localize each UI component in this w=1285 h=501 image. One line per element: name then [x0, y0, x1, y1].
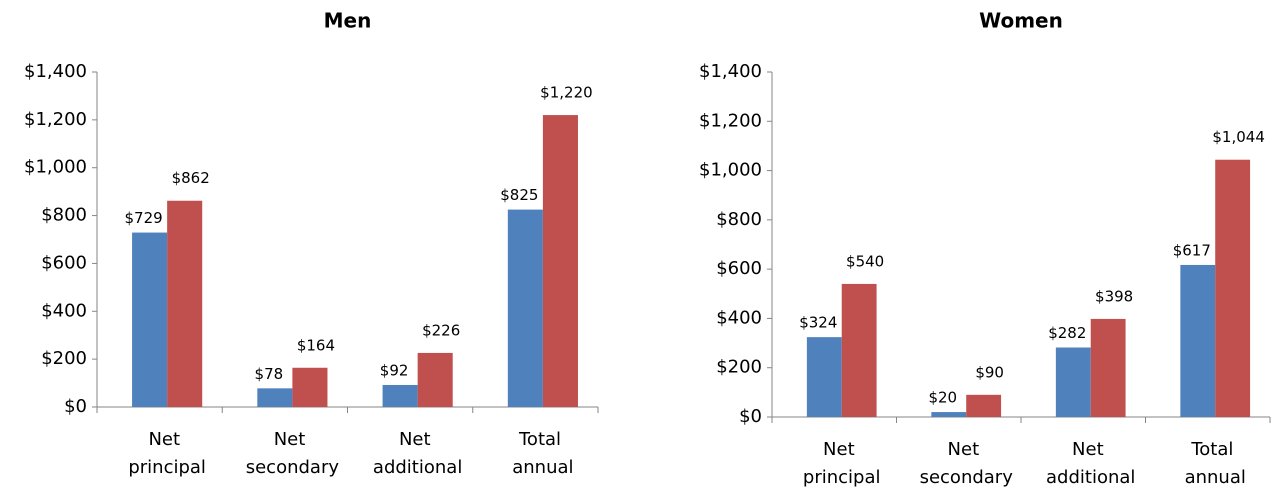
value-label: $862: [172, 169, 210, 187]
x-tick-label: Total annual: [1185, 439, 1246, 488]
y-tick-label: $0: [64, 396, 87, 417]
bar: [1090, 318, 1126, 417]
y-tick-label: $400: [41, 300, 87, 321]
value-label: $1,044: [1212, 128, 1265, 146]
value-label: $825: [500, 186, 538, 204]
y-tick-label: $600: [716, 258, 762, 279]
x-tick-label: Net additional: [1046, 439, 1135, 488]
bar: [382, 384, 418, 407]
bar: [1215, 159, 1251, 417]
bar: [841, 283, 877, 417]
y-tick-label: $1,200: [699, 110, 762, 131]
value-label: $1,220: [540, 84, 593, 102]
y-tick-label: $1,400: [24, 61, 87, 82]
bar: [132, 232, 168, 407]
bar: [806, 337, 842, 417]
value-label: $226: [422, 321, 460, 339]
value-label: $729: [125, 209, 163, 227]
bar: [966, 394, 1002, 417]
x-tick-label: Net secondary: [246, 429, 340, 478]
y-tick-label: $1,000: [699, 160, 762, 181]
value-label: $20: [928, 389, 957, 407]
bar: [167, 200, 203, 407]
y-tick-label: $800: [716, 209, 762, 230]
bar: [1055, 347, 1091, 417]
y-tick-label: $1,400: [699, 61, 762, 82]
chart-title: Women: [979, 9, 1063, 33]
bar: [542, 115, 578, 408]
bar: [507, 209, 543, 407]
y-tick-label: $200: [716, 357, 762, 378]
chart-title: Men: [324, 9, 372, 33]
x-tick-label: Net additional: [373, 429, 462, 478]
y-tick-label: $600: [41, 252, 87, 273]
value-label: $324: [799, 314, 837, 332]
bar: [417, 352, 453, 407]
y-tick-label: $400: [716, 307, 762, 328]
y-tick-label: $0: [739, 406, 762, 427]
y-tick-label: $1,000: [24, 157, 87, 178]
value-label: $398: [1095, 287, 1133, 305]
value-label: $92: [380, 361, 409, 379]
bar: [292, 367, 328, 407]
value-label: $90: [975, 363, 1004, 381]
x-tick-label: Net secondary: [920, 439, 1014, 488]
value-label: $78: [255, 365, 284, 383]
x-tick-label: Net principal: [128, 429, 206, 478]
x-tick-label: Total annual: [512, 429, 573, 478]
y-tick-label: $200: [41, 348, 87, 369]
bar: [257, 388, 293, 407]
value-label: $164: [297, 336, 335, 354]
bar: [1180, 264, 1216, 417]
y-tick-label: $1,200: [24, 109, 87, 130]
value-label: $540: [846, 252, 884, 270]
value-label: $617: [1173, 241, 1211, 259]
value-label: $282: [1048, 324, 1086, 342]
y-tick-label: $800: [41, 205, 87, 226]
bar: [931, 412, 967, 417]
x-tick-label: Net principal: [803, 439, 881, 488]
